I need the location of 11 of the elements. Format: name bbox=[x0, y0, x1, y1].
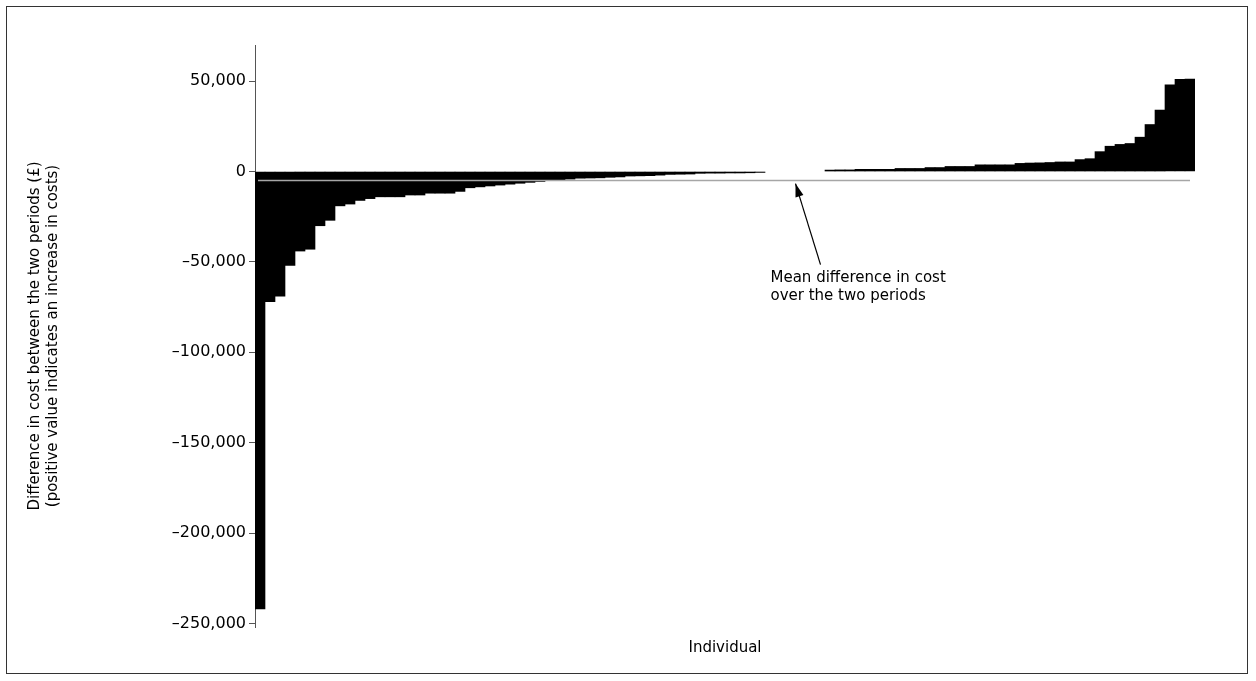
y-tick-label: 50,000 bbox=[190, 70, 246, 90]
y-tick-label: –250,000 bbox=[171, 612, 246, 632]
y-tick-label: –200,000 bbox=[171, 522, 246, 542]
y-tick-label: –150,000 bbox=[171, 431, 246, 451]
x-axis-title: Individual bbox=[688, 637, 762, 656]
y-tick-label: –100,000 bbox=[171, 341, 246, 361]
text: (positive value indicates an increase in costs) bbox=[42, 164, 61, 508]
ref-line-label: Mean difference in cost over the two periods bbox=[770, 267, 946, 304]
y-tick-label: 0 bbox=[235, 160, 246, 180]
y-tick-label: –50,000 bbox=[182, 251, 246, 271]
text: Difference in cost between the two periods (£) bbox=[24, 161, 43, 511]
